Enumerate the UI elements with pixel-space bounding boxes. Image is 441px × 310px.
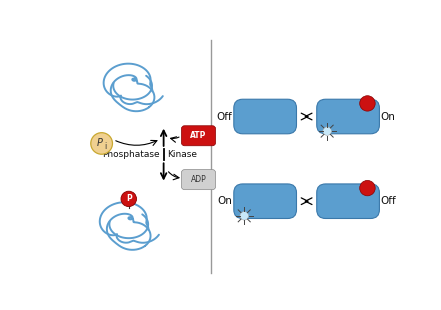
Text: ADP: ADP: [191, 175, 206, 184]
FancyBboxPatch shape: [317, 99, 379, 134]
Text: On: On: [217, 196, 232, 206]
FancyBboxPatch shape: [181, 170, 216, 190]
Text: Off: Off: [216, 112, 232, 122]
Circle shape: [360, 96, 375, 111]
Circle shape: [360, 180, 375, 196]
FancyBboxPatch shape: [234, 184, 296, 219]
Text: P: P: [126, 194, 131, 203]
Circle shape: [240, 212, 248, 220]
FancyBboxPatch shape: [317, 184, 379, 219]
Text: i: i: [105, 142, 107, 151]
Text: Phosphatase: Phosphatase: [102, 150, 160, 159]
FancyBboxPatch shape: [181, 126, 216, 146]
Text: ATP: ATP: [191, 131, 207, 140]
Circle shape: [121, 191, 137, 206]
Text: Kinase: Kinase: [168, 150, 198, 159]
Text: On: On: [381, 112, 396, 122]
Text: Off: Off: [381, 196, 396, 206]
FancyBboxPatch shape: [234, 99, 296, 134]
Circle shape: [91, 133, 112, 154]
Text: P: P: [97, 138, 103, 148]
Circle shape: [323, 127, 332, 135]
